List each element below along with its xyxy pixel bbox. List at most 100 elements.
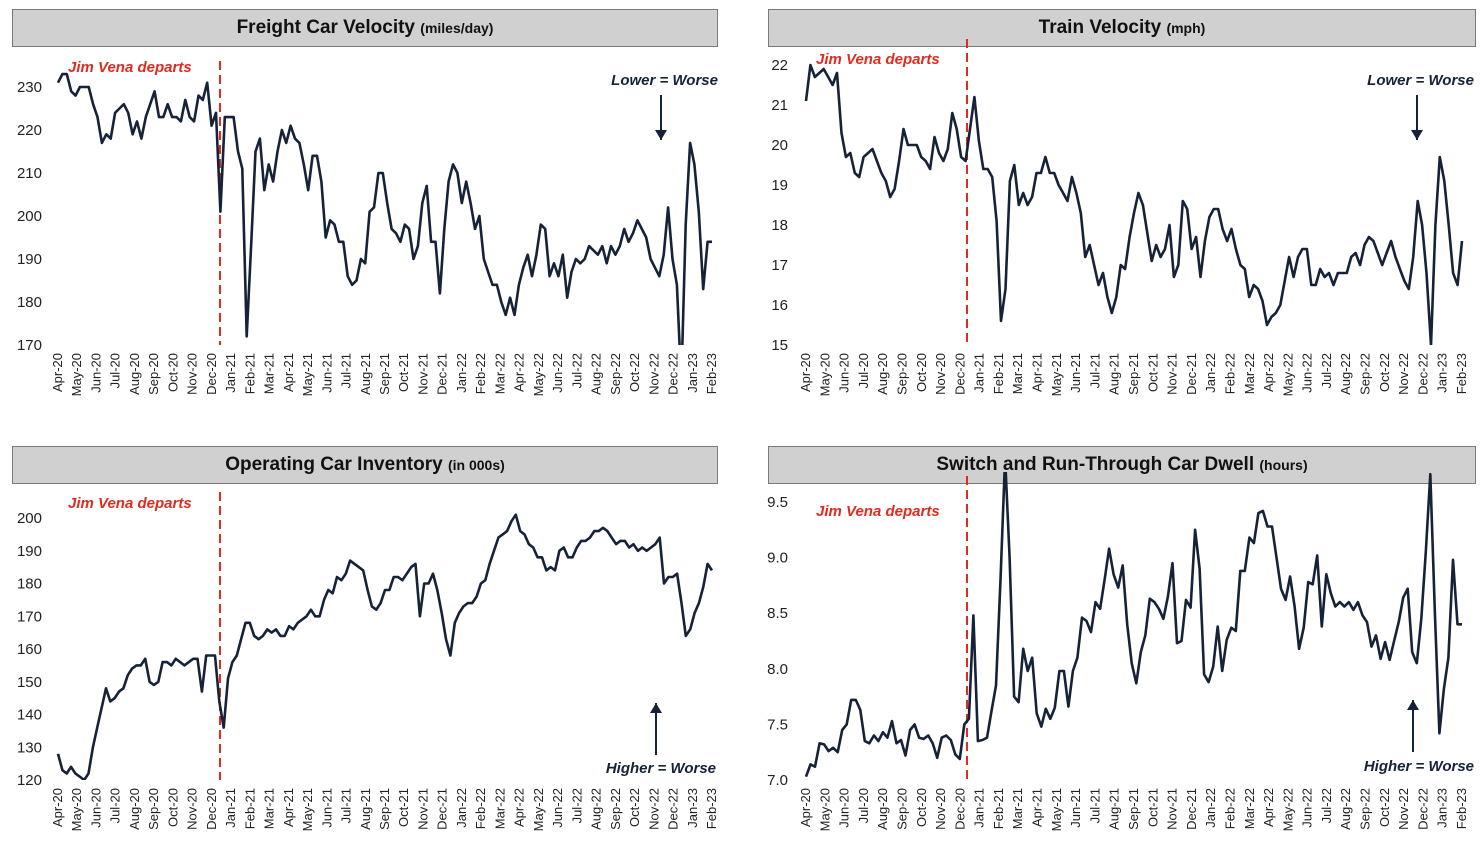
x-tick-label: Oct-22	[627, 353, 642, 392]
x-tick-label: Dec-21	[1184, 353, 1199, 395]
series-line	[56, 513, 714, 780]
y-tick-label: 210	[17, 165, 42, 182]
x-tick-label: Sep-20	[146, 788, 161, 830]
x-tick-label: Jun-20	[88, 353, 103, 393]
x-tick-label: Feb-23	[1454, 788, 1469, 829]
x-tick-label: Sep-20	[146, 353, 161, 395]
x-tick-label: Mar-22	[1242, 788, 1257, 829]
train-chart: 15 16 17 18 19 20 21 22 Apr-20 May-20 Jun-20 Jul-20…	[771, 39, 1474, 396]
y-tick-label: 7.0	[767, 772, 788, 789]
x-tick-label: Jul-22	[569, 788, 584, 823]
series-line	[804, 63, 1464, 345]
x-tick-label: Feb-21	[991, 353, 1006, 394]
x-tick-label: Apr-20	[798, 353, 813, 392]
series-line	[804, 472, 1462, 778]
x-tick-label: Aug-22	[1338, 353, 1353, 395]
y-tick-label: 220	[17, 122, 42, 139]
x-tick-label: Feb-23	[704, 353, 719, 394]
x-tick-label: Jan-22	[1203, 353, 1218, 393]
y-tick-label: 20	[771, 137, 788, 154]
x-tick-label: Jan-23	[1435, 788, 1450, 828]
x-tick-label: Oct-22	[1377, 353, 1392, 392]
x-tick-label: Mar-22	[492, 353, 507, 394]
x-tick-label: Jan-22	[454, 353, 469, 393]
y-tick-label: 9.5	[767, 494, 788, 511]
chart-title: Switch and Run-Through Car Dwell	[936, 454, 1255, 475]
x-tick-label: Dec-22	[666, 353, 681, 395]
y-tick-label: 8.0	[767, 661, 788, 678]
departure-label: Jim Vena departs	[816, 503, 940, 520]
x-tick-label: Jan-21	[972, 353, 987, 393]
x-tick-label: Aug-20	[875, 788, 890, 830]
y-tick-label: 190	[17, 543, 42, 560]
x-tick-label: Sep-22	[1358, 353, 1373, 395]
x-tick-label: Sep-22	[608, 788, 623, 830]
x-tick-label: Jun-21	[1068, 788, 1083, 828]
x-tick-label: Apr-22	[1261, 353, 1276, 392]
series-line	[56, 72, 712, 345]
x-tick-label: Nov-20	[185, 353, 200, 395]
x-tick-label: Jun-20	[837, 353, 852, 393]
x-tick-label: Oct-20	[914, 353, 929, 392]
x-tick-label: Jul-21	[339, 788, 354, 823]
y-tick-label: 160	[17, 641, 42, 658]
y-tick-label: 180	[17, 576, 42, 593]
x-tick-label: Jan-23	[1435, 353, 1450, 393]
x-tick-label: May-20	[69, 353, 84, 396]
departure-label: Jim Vena departs	[68, 495, 192, 512]
x-tick-label: Aug-22	[589, 353, 604, 395]
x-tick-label: Apr-21	[1030, 788, 1045, 827]
y-tick-label: 9.0	[767, 550, 788, 567]
x-tick-label: Apr-20	[50, 353, 65, 392]
chart-unit: (mph)	[1166, 20, 1206, 36]
x-tick-label: Sep-20	[894, 788, 909, 830]
chart-unit: (hours)	[1259, 457, 1308, 473]
y-tick-label: 21	[771, 97, 788, 114]
x-tick-label: Feb-22	[473, 353, 488, 394]
x-tick-label: Sep-21	[1126, 788, 1141, 830]
x-tick-label: Oct-21	[396, 788, 411, 827]
x-tick-label: Apr-21	[1030, 353, 1045, 392]
y-tick-label: 15	[771, 337, 788, 354]
chart-unit: (in 000s)	[447, 457, 505, 473]
x-tick-label: May-22	[531, 788, 546, 831]
worse-direction-note: Higher = Worse	[606, 760, 716, 777]
x-tick-label: May-22	[531, 353, 546, 396]
x-tick-label: Jun-20	[837, 788, 852, 828]
x-tick-label: Sep-21	[377, 788, 392, 830]
x-tick-label: Jul-20	[108, 788, 123, 823]
x-tick-label: May-21	[300, 353, 315, 396]
x-tick-label: Dec-21	[435, 353, 450, 395]
chart-header: Train Velocity (mph)	[768, 9, 1476, 47]
y-tick-label: 180	[17, 294, 42, 311]
x-tick-label: Aug-20	[875, 353, 890, 395]
x-tick-label: Jun-21	[319, 788, 334, 828]
x-tick-label: Dec-22	[666, 788, 681, 830]
y-tick-label: 130	[17, 739, 42, 756]
freight-chart: 170 180 190 200 210 220 230 Apr-20 May-20 Jun-20 J…	[17, 59, 719, 396]
x-tick-label: Oct-20	[165, 353, 180, 392]
chart-header: Switch and Run-Through Car Dwell (hours)	[768, 446, 1476, 484]
y-tick-label: 190	[17, 251, 42, 268]
x-tick-label: Dec-20	[204, 353, 219, 395]
arrow-down-icon	[655, 130, 667, 140]
x-tick-label: Jul-22	[569, 353, 584, 388]
x-tick-label: Oct-20	[914, 788, 929, 827]
y-tick-label: 150	[17, 674, 42, 691]
x-tick-label: Apr-21	[281, 788, 296, 827]
arrow-up-icon	[650, 703, 662, 713]
arrow-up-icon	[1407, 700, 1419, 710]
worse-direction-note: Higher = Worse	[1364, 758, 1474, 775]
y-tick-label: 17	[771, 257, 788, 274]
x-tick-label: Aug-22	[1338, 788, 1353, 830]
x-tick-label: Feb-21	[991, 788, 1006, 829]
y-tick-label: 230	[17, 79, 42, 96]
x-tick-label: Aug-21	[1107, 788, 1122, 830]
chart-title: Operating Car Inventory	[225, 454, 443, 475]
x-tick-label: Apr-21	[281, 353, 296, 392]
x-tick-label: Jul-20	[108, 353, 123, 388]
x-tick-label: Jan-21	[223, 353, 238, 393]
x-tick-label: Jun-22	[1300, 788, 1315, 828]
x-tick-label: Feb-23	[1454, 353, 1469, 394]
